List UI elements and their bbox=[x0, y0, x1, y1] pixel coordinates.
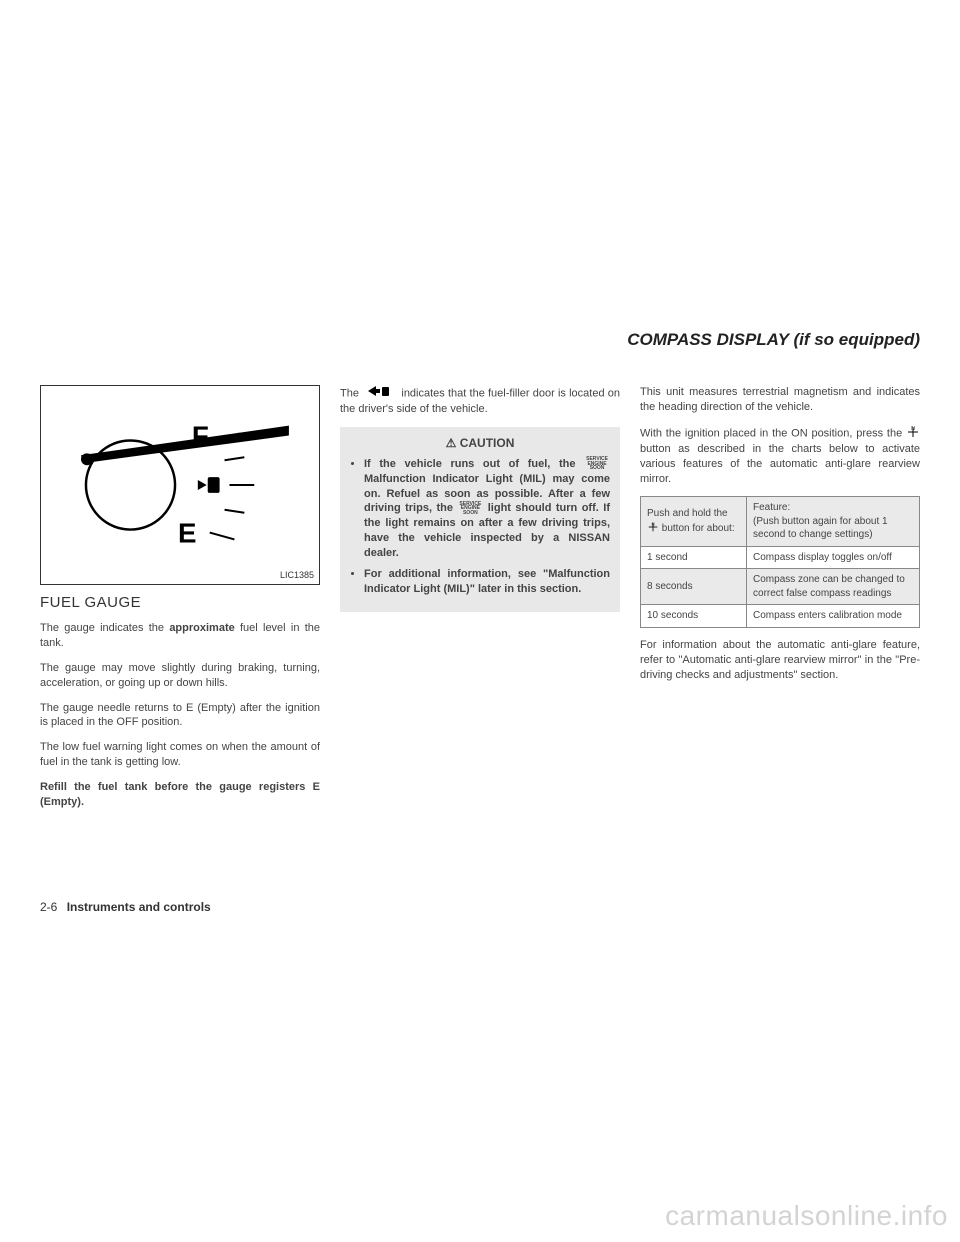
page-footer: 2-6 Instruments and controls bbox=[40, 900, 211, 914]
footer-section: Instruments and controls bbox=[67, 900, 211, 914]
table-row: Push and hold the N button for about: Fe… bbox=[641, 497, 920, 547]
compass-feature-table: Push and hold the N button for about: Fe… bbox=[640, 496, 920, 628]
paragraph: The gauge may move slightly during braki… bbox=[40, 661, 320, 691]
watermark: carmanualsonline.info bbox=[665, 1200, 948, 1232]
column-middle: The indicates that the fuel-filler door … bbox=[340, 385, 620, 820]
caution-box: CAUTION If the vehicle runs out of fuel,… bbox=[340, 427, 620, 613]
figure-label: LIC1385 bbox=[280, 569, 314, 581]
section-title: COMPASS DISPLAY (if so equipped) bbox=[627, 330, 920, 350]
paragraph: The gauge indicates the approximate fuel… bbox=[40, 621, 320, 651]
compass-button-icon: N bbox=[647, 521, 659, 536]
table-cell: 1 second bbox=[641, 546, 747, 569]
paragraph: The indicates that the fuel-filler door … bbox=[340, 385, 620, 417]
caution-item: For additional information, see "Malfunc… bbox=[364, 567, 610, 597]
page-number: 2-6 bbox=[40, 900, 57, 914]
compass-button-icon: N bbox=[906, 425, 920, 442]
paragraph: This unit measures terrestrial magnetism… bbox=[640, 385, 920, 415]
table-row: 10 seconds Compass enters calibration mo… bbox=[641, 605, 920, 628]
fuel-gauge-figure: F E LIC1385 bbox=[40, 385, 320, 585]
table-row: 8 seconds Compass zone can be changed to… bbox=[641, 569, 920, 605]
paragraph: The gauge needle returns to E (Empty) af… bbox=[40, 701, 320, 731]
gauge-empty-letter: E bbox=[178, 517, 197, 548]
paragraph: With the ignition placed in the ON posit… bbox=[640, 425, 920, 487]
paragraph: Refill the fuel tank before the gauge re… bbox=[40, 780, 320, 810]
service-engine-soon-icon: SERVICEENGINESOON bbox=[459, 502, 481, 516]
table-row: 1 second Compass display toggles on/off bbox=[641, 546, 920, 569]
fuel-gauge-illustration: F E bbox=[41, 386, 319, 584]
table-cell: Compass zone can be changed to correct f… bbox=[747, 569, 920, 605]
table-cell: Push and hold the N button for about: bbox=[641, 497, 747, 547]
caution-header: CAUTION bbox=[350, 435, 610, 451]
column-right: This unit measures terrestrial magnetism… bbox=[640, 385, 920, 820]
column-left: F E LIC1385 FUEL GAUGE The gauge indicat… bbox=[40, 385, 320, 820]
page-content: COMPASS DISPLAY (if so equipped) F E bbox=[40, 330, 920, 1202]
fuel-gauge-heading: FUEL GAUGE bbox=[40, 593, 320, 613]
table-cell: 10 seconds bbox=[641, 605, 747, 628]
table-cell: Compass display toggles on/off bbox=[747, 546, 920, 569]
paragraph: For information about the automatic anti… bbox=[640, 638, 920, 683]
table-cell: Feature: (Push button again for about 1 … bbox=[747, 497, 920, 547]
columns: F E LIC1385 FUEL GAUGE The gauge indicat… bbox=[40, 385, 920, 820]
fuel-door-arrow-icon bbox=[368, 385, 392, 402]
table-cell: Compass enters calibration mode bbox=[747, 605, 920, 628]
service-engine-soon-icon: SERVICEENGINESOON bbox=[586, 457, 608, 471]
table-cell: 8 seconds bbox=[641, 569, 747, 605]
paragraph: The low fuel warning light comes on when… bbox=[40, 740, 320, 770]
caution-item: If the vehicle runs out of fuel, the SER… bbox=[364, 457, 610, 561]
